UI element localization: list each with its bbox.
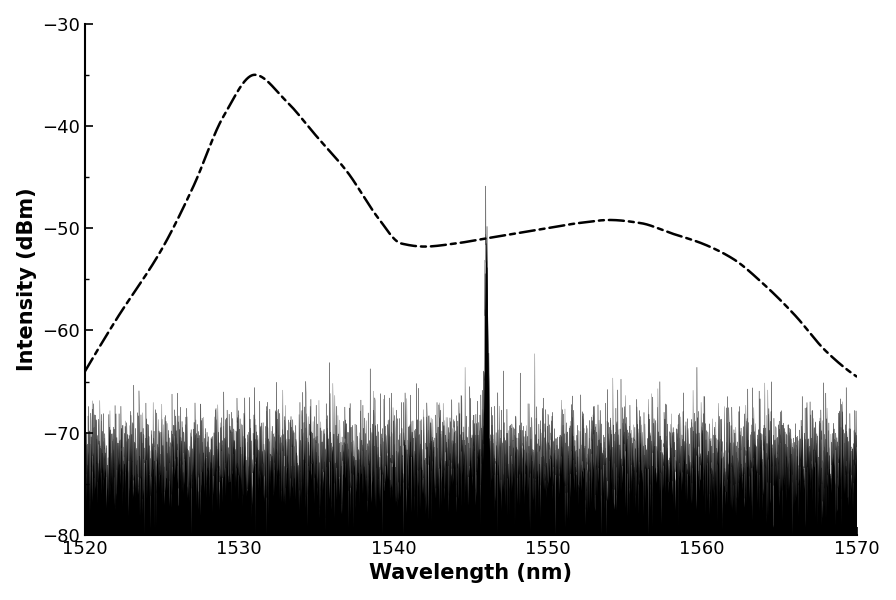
Y-axis label: Intensity (dBm): Intensity (dBm)	[17, 187, 37, 371]
X-axis label: Wavelength (nm): Wavelength (nm)	[369, 563, 573, 583]
